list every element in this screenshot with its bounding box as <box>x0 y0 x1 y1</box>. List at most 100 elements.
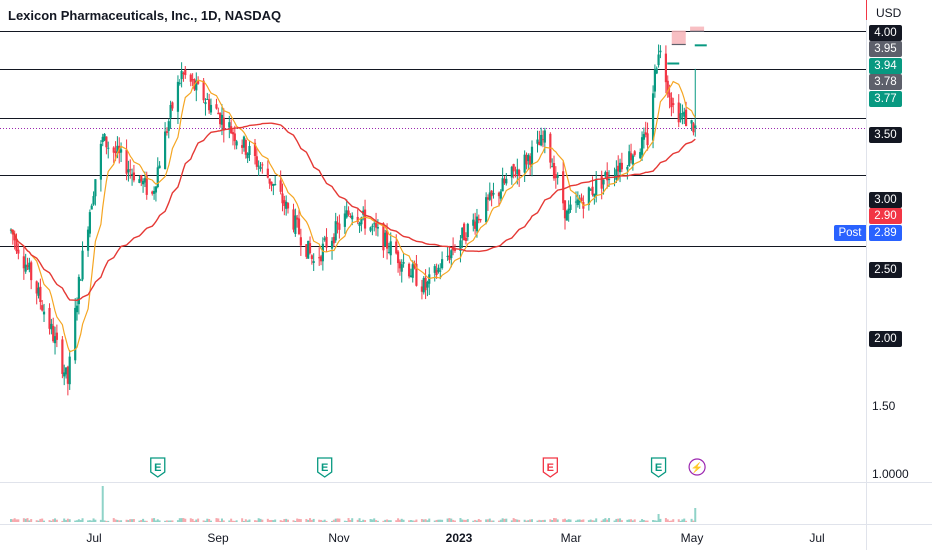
volume-bar <box>499 519 502 522</box>
candle-body <box>435 270 438 275</box>
volume-bar <box>668 520 671 522</box>
candle-body <box>371 225 374 227</box>
volume-bar <box>74 520 77 522</box>
x-tick-sep: Sep <box>207 531 229 545</box>
volume-bar <box>512 518 515 522</box>
volume-bar <box>28 520 31 522</box>
volume-bar <box>81 518 84 522</box>
candle-body <box>413 262 416 268</box>
price-tag-3-78: 3.78 <box>869 74 902 90</box>
earnings-icon[interactable]: E <box>317 457 333 478</box>
volume-bar <box>690 518 693 522</box>
candle-body <box>312 261 315 263</box>
volume-bar <box>48 520 51 522</box>
volume-bar <box>131 519 134 522</box>
svg-text:E: E <box>321 462 328 474</box>
volume-bar <box>35 520 38 522</box>
candle-body <box>415 263 418 286</box>
volume-bar <box>426 520 429 522</box>
candle-body <box>384 232 387 247</box>
volume-bar <box>398 519 401 522</box>
candle-body <box>474 221 477 229</box>
volume-bar <box>538 519 541 522</box>
volume-bar <box>615 518 618 522</box>
candle-body <box>426 281 429 288</box>
candle-body <box>387 251 391 253</box>
candle-body <box>127 169 130 173</box>
candle-body <box>606 172 609 181</box>
chart-title[interactable]: Lexicon Pharmaceuticals, Inc., 1D, NASDA… <box>8 8 282 23</box>
volume-bar <box>325 520 328 522</box>
price-tag-3-95: 3.95 <box>869 41 902 57</box>
volume-bar <box>630 519 633 522</box>
volume-bar <box>321 520 324 522</box>
candle-body <box>169 104 172 118</box>
candle-body <box>189 74 192 82</box>
volume-bar <box>298 518 301 522</box>
volume-bar <box>90 520 93 522</box>
candle-body <box>88 212 91 234</box>
x-tick-may: May <box>680 531 704 545</box>
volume-bar <box>338 518 341 522</box>
volume-bar <box>107 520 110 522</box>
candle-body <box>77 276 80 305</box>
candle-body <box>204 102 207 105</box>
volume-bar <box>305 518 308 522</box>
candle-body <box>640 137 644 155</box>
candle-body <box>297 218 301 235</box>
volume-bar <box>659 518 662 522</box>
candle-body <box>569 204 572 210</box>
candle-body <box>307 240 310 259</box>
currency-label[interactable]: USD <box>876 6 902 20</box>
volume-bar <box>461 519 464 522</box>
candle-body <box>541 139 545 141</box>
candle-body <box>565 210 568 221</box>
candle-body <box>178 82 181 84</box>
candle-body <box>64 367 68 375</box>
volume-bar <box>268 520 271 522</box>
candle-body <box>543 130 546 143</box>
candle-body <box>463 223 466 241</box>
volume-bar <box>336 518 339 522</box>
volume-bar <box>209 520 212 522</box>
volume-bar <box>184 518 187 522</box>
volume-bar <box>492 520 495 522</box>
candle-body <box>475 216 479 232</box>
lightning-icon[interactable]: ⚡ <box>688 458 706 476</box>
volume-bar <box>142 518 145 522</box>
volume-bar <box>120 520 123 522</box>
candle-body <box>409 275 413 278</box>
volume-bar <box>22 518 25 522</box>
candle-body <box>112 147 115 153</box>
candle-body <box>529 156 532 165</box>
candle-body <box>382 223 385 251</box>
earnings-icon[interactable]: E <box>650 457 667 478</box>
earnings-icon[interactable]: E <box>542 457 558 478</box>
volume-bar <box>204 520 207 522</box>
volume-bar <box>77 519 80 522</box>
volume-bar <box>270 519 273 522</box>
candle-body <box>68 356 71 385</box>
candle-body <box>209 104 213 113</box>
candle-body <box>334 221 337 241</box>
volume-bar <box>619 518 622 522</box>
candle-body <box>369 227 372 231</box>
candle-body <box>180 71 183 80</box>
svg-text:E: E <box>154 462 161 474</box>
candle-body <box>360 217 363 225</box>
candle-body <box>308 243 312 254</box>
earnings-icon[interactable]: E <box>150 457 166 478</box>
volume-bar <box>176 520 179 522</box>
volume-bar <box>518 519 521 522</box>
volume-bar <box>99 519 102 522</box>
candle-body <box>448 255 451 260</box>
volume-bar <box>606 519 609 522</box>
price-tag-2-50: 2.50 <box>869 262 902 278</box>
volume-bar <box>541 519 544 522</box>
candle-body <box>516 169 519 175</box>
y-tick-1-0000: 1.0000 <box>872 467 909 481</box>
candle-body <box>628 151 631 167</box>
volume-bar <box>10 519 13 522</box>
candle-body <box>518 169 521 176</box>
